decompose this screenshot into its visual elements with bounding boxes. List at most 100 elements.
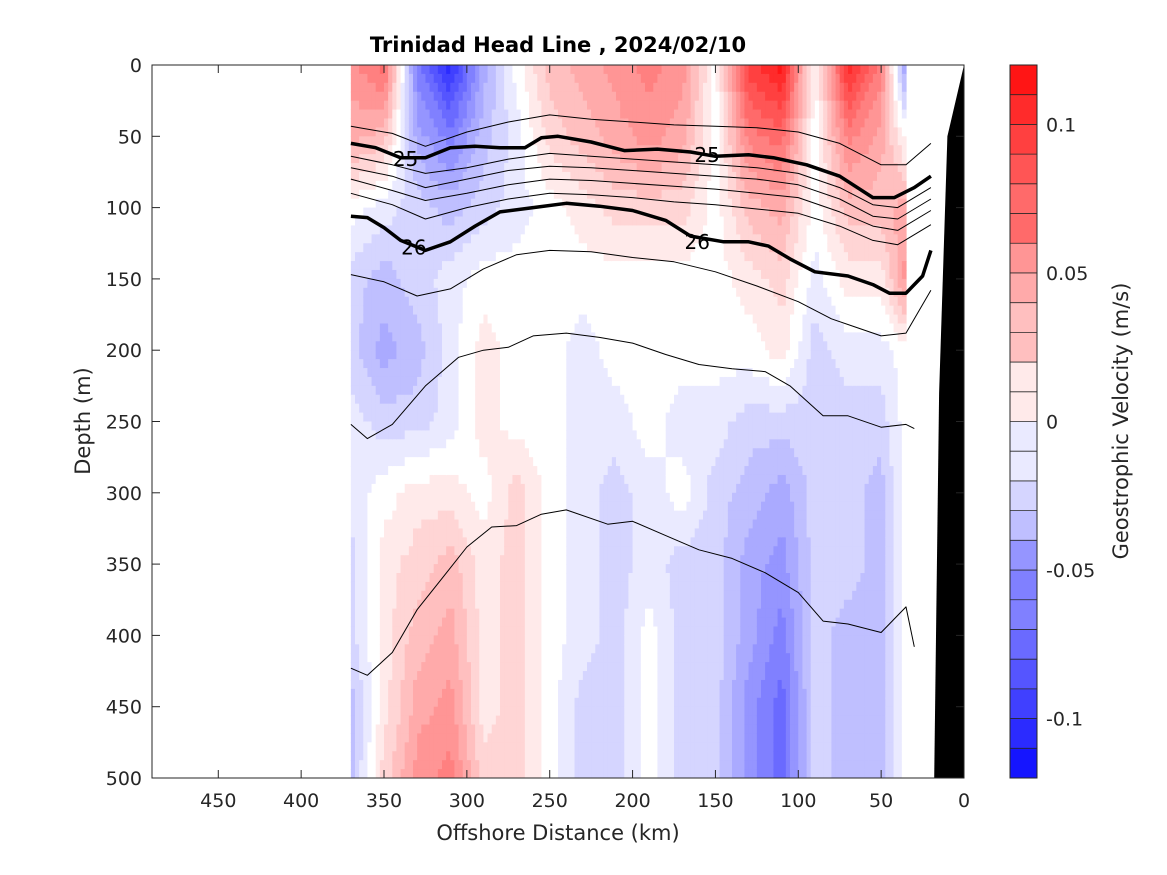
velocity-cell <box>367 207 373 218</box>
velocity-cell <box>595 706 601 717</box>
velocity-cell <box>454 697 460 708</box>
velocity-cell <box>541 394 547 405</box>
velocity-cell <box>570 573 576 583</box>
velocity-cell <box>491 706 497 717</box>
velocity-cell <box>388 243 393 253</box>
velocity-cell <box>566 510 572 521</box>
velocity-cell <box>566 136 572 146</box>
velocity-cell <box>520 412 526 423</box>
velocity-cell <box>574 305 580 316</box>
velocity-cell <box>371 73 377 84</box>
velocity-cell <box>591 376 596 387</box>
velocity-cell <box>582 573 588 583</box>
velocity-cell <box>508 207 514 218</box>
velocity-cell <box>450 394 456 405</box>
velocity-cell <box>363 769 369 778</box>
velocity-cell <box>570 555 576 565</box>
velocity-cell <box>375 760 381 770</box>
velocity-cell <box>578 733 584 743</box>
velocity-cell <box>388 457 393 467</box>
velocity-cell <box>359 742 364 752</box>
velocity-cell <box>500 252 505 262</box>
velocity-cell <box>442 555 447 565</box>
velocity-cell <box>466 252 472 262</box>
velocity-cell <box>404 733 410 743</box>
velocity-cell <box>595 118 601 128</box>
velocity-cell <box>524 617 530 628</box>
velocity-cell <box>479 269 485 280</box>
velocity-cell <box>529 528 534 538</box>
velocity-cell <box>413 82 418 93</box>
velocity-cell <box>359 180 364 191</box>
velocity-cell <box>479 546 485 556</box>
velocity-cell <box>396 65 402 75</box>
velocity-cell <box>446 555 451 565</box>
velocity-cell <box>458 243 464 253</box>
velocity-cell <box>458 350 464 360</box>
velocity-cell <box>466 341 472 351</box>
velocity-cell <box>379 528 385 538</box>
velocity-cell <box>355 412 360 423</box>
velocity-cell <box>433 644 439 654</box>
velocity-cell <box>512 697 518 708</box>
velocity-cell <box>582 261 588 271</box>
velocity-cell <box>462 287 468 298</box>
velocity-cell <box>500 376 505 387</box>
velocity-cell <box>599 564 605 574</box>
velocity-cell <box>396 760 402 770</box>
velocity-cell <box>504 510 509 521</box>
velocity-cell <box>607 225 613 235</box>
velocity-cell <box>375 706 381 717</box>
velocity-cell <box>429 180 435 191</box>
velocity-cell <box>446 635 451 645</box>
velocity-cell <box>425 733 431 743</box>
velocity-cell <box>495 599 501 610</box>
velocity-cell <box>355 751 360 761</box>
velocity-cell <box>529 207 534 218</box>
velocity-cell <box>504 546 509 556</box>
velocity-cell <box>359 653 364 663</box>
velocity-cell <box>520 385 526 396</box>
velocity-cell <box>495 662 501 672</box>
velocity-cell <box>433 145 439 155</box>
velocity-cell <box>549 581 555 592</box>
velocity-cell <box>437 323 443 333</box>
velocity-cell <box>570 180 576 191</box>
velocity-cell <box>379 501 385 512</box>
velocity-cell <box>429 688 435 699</box>
velocity-cell <box>595 341 601 351</box>
velocity-cell <box>350 234 356 244</box>
velocity-cell <box>545 519 551 530</box>
velocity-cell <box>553 662 559 672</box>
velocity-cell <box>413 769 418 778</box>
velocity-cell <box>425 296 431 307</box>
velocity-cell <box>421 546 427 556</box>
velocity-cell <box>574 662 580 672</box>
velocity-cell <box>524 510 530 521</box>
velocity-cell <box>558 163 563 173</box>
velocity-cell <box>388 590 393 601</box>
velocity-cell <box>558 510 563 521</box>
velocity-cell <box>388 207 393 218</box>
velocity-cell <box>417 510 422 521</box>
velocity-cell <box>508 457 514 467</box>
velocity-cell <box>591 412 596 423</box>
velocity-cell <box>524 109 530 120</box>
velocity-cell <box>520 635 526 645</box>
velocity-cell <box>400 368 406 378</box>
velocity-cell <box>396 688 402 699</box>
velocity-cell <box>392 412 398 423</box>
velocity-cell <box>421 528 427 538</box>
velocity-cell <box>549 394 555 405</box>
velocity-cell <box>479 430 485 440</box>
velocity-cell <box>466 715 472 726</box>
velocity-cell <box>566 323 572 333</box>
velocity-cell <box>495 394 501 405</box>
velocity-cell <box>392 145 398 155</box>
velocity-cell <box>520 171 526 182</box>
velocity-cell <box>413 528 418 538</box>
velocity-cell <box>500 706 505 717</box>
velocity-cell <box>363 109 369 120</box>
velocity-cell <box>562 492 567 503</box>
velocity-cell <box>442 305 447 316</box>
